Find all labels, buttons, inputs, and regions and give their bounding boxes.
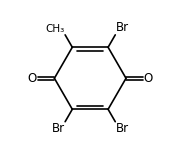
Text: Br: Br <box>51 122 65 135</box>
Text: O: O <box>28 72 37 85</box>
Text: CH₃: CH₃ <box>45 24 65 34</box>
Text: Br: Br <box>116 21 129 34</box>
Text: Br: Br <box>116 122 129 135</box>
Text: O: O <box>143 72 153 85</box>
